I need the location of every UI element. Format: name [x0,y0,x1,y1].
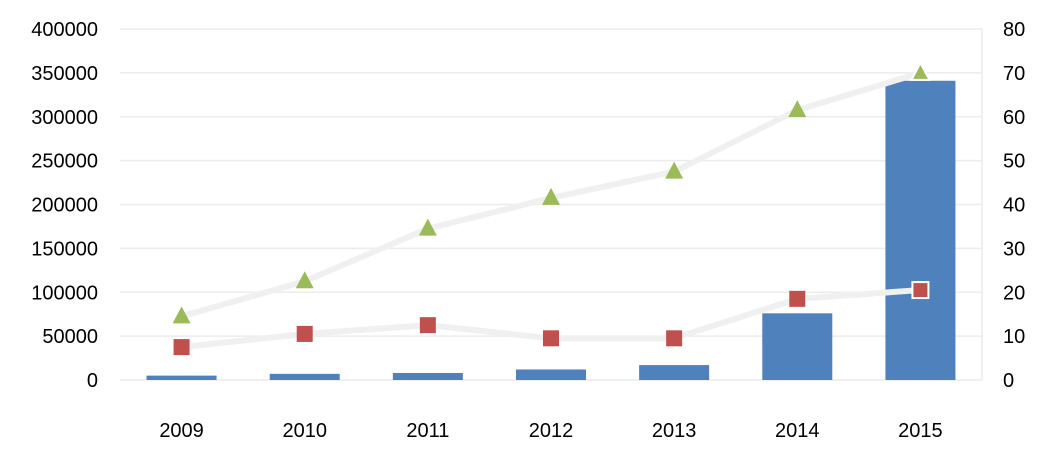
bar [392,372,463,380]
bar [762,313,833,380]
right-y-tick-label: 60 [1003,107,1025,129]
right-y-tick-label: 10 [1003,326,1025,348]
square-marker [789,290,806,307]
left-y-tick-label: 300000 [31,107,98,129]
x-tick-label: 2010 [282,420,327,442]
left-y-tick-label: 200000 [31,195,98,217]
right-y-tick-label: 70 [1003,63,1025,85]
left-y-tick-label: 0 [87,370,98,392]
triangle-marker [418,218,437,236]
x-tick-label: 2015 [898,420,943,442]
left-y-axis-ticks: 0 50000 100000 150000 200000 250000 300000 3500… [31,19,98,392]
left-y-tick-label: 100000 [31,282,98,304]
triangle-marker [665,161,684,179]
right-y-tick-label: 20 [1003,282,1025,304]
square-marker [173,339,190,356]
square-marker [911,281,930,300]
triangle-marker [172,306,191,324]
right-y-tick-label: 50 [1003,151,1025,173]
right-y-tick-label: 80 [1003,19,1025,41]
right-y-tick-label: 0 [1003,370,1014,392]
triangle-marker [542,187,560,205]
line-series [172,60,932,356]
bar [516,369,586,380]
right-y-axis-ticks: 0 10 20 30 40 50 60 70 80 [1003,19,1025,392]
square-marker [543,330,559,347]
square-marker [296,325,313,342]
triangle-marker [788,100,807,118]
bar-series [146,80,956,381]
left-y-tick-label: 50000 [42,326,98,348]
right-y-tick-label: 30 [1003,238,1025,260]
bar [885,80,956,381]
x-tick-label: 2009 [159,420,204,442]
square-marker [419,317,436,334]
x-axis-ticks: 2009 2010 2011 2012 2013 2014 2015 [159,420,942,442]
right-y-tick-label: 40 [1003,195,1025,217]
x-tick-label: 2011 [406,420,449,442]
left-y-tick-label: 250000 [31,151,98,173]
x-tick-label: 2014 [775,420,820,442]
square-marker [666,330,683,347]
triangle-marker [909,60,932,81]
x-tick-label: 2012 [529,420,574,442]
left-y-tick-label: 400000 [31,19,98,41]
triangle-marker [295,271,314,289]
bar [269,373,340,380]
bar [146,375,217,380]
left-y-tick-label: 350000 [31,63,98,85]
x-tick-label: 2013 [652,420,697,442]
bar [639,365,710,380]
left-y-tick-label: 150000 [31,238,98,260]
